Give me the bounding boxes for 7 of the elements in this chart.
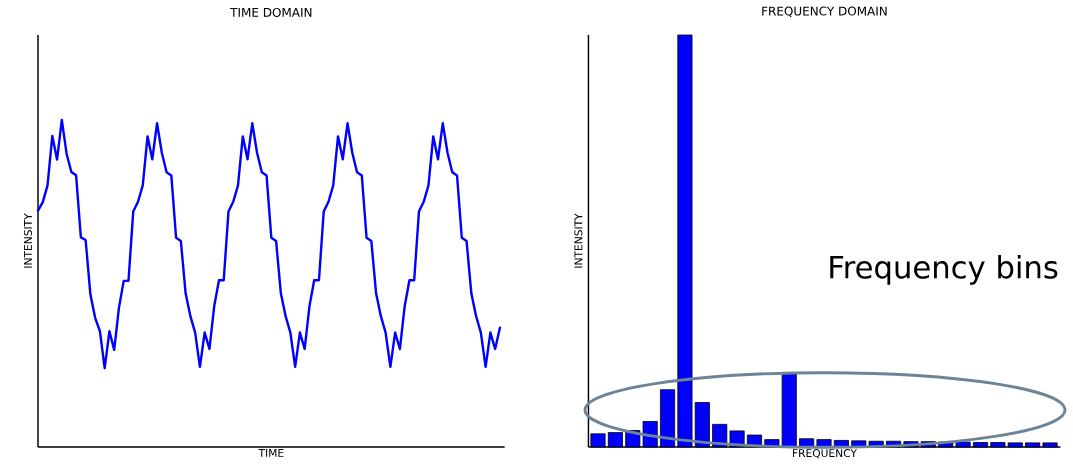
- y-axis-title: INTENSITY: [574, 213, 583, 268]
- chart-title: TIME DOMAIN: [230, 7, 312, 17]
- x-axis-title: FREQUENCY: [793, 449, 857, 459]
- x-axis-title: TIME: [258, 449, 284, 457]
- annotation: Frequency bins: [830, 254, 1058, 285]
- y-axis-title: INTENSITY: [23, 213, 32, 268]
- chart-title: FREQUENCY DOMAIN: [762, 6, 887, 17]
